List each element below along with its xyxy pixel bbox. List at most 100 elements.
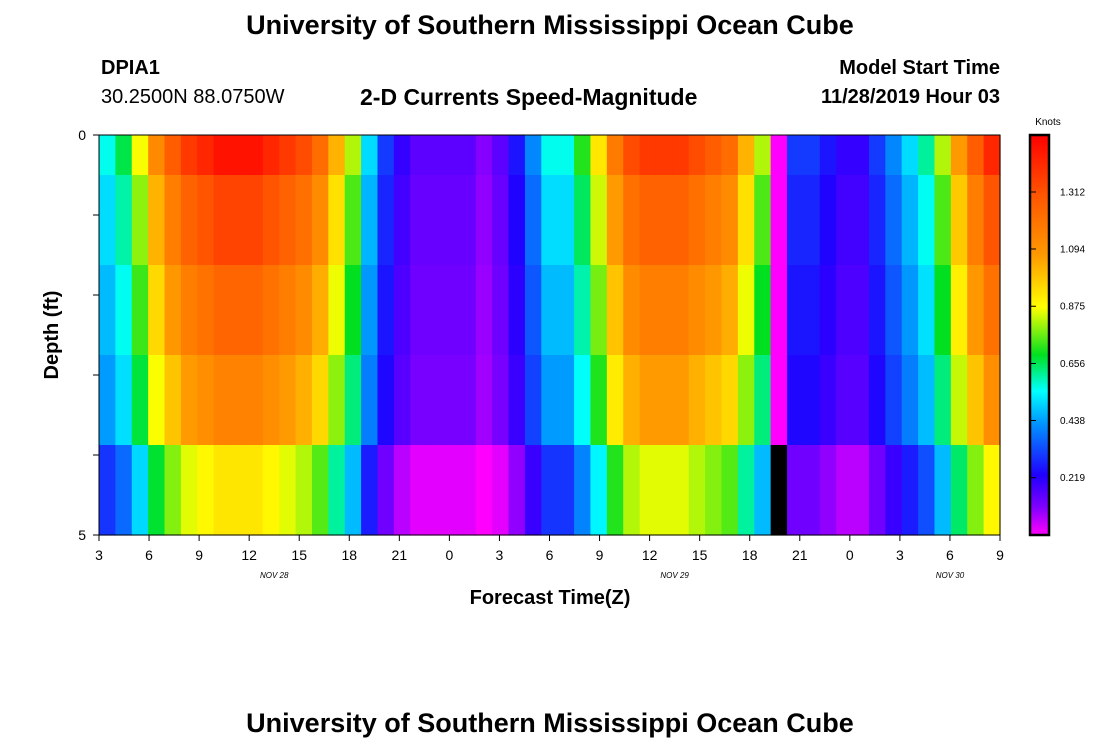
heatmap-cell [131, 175, 149, 266]
heatmap-cell [262, 135, 280, 176]
heatmap-cell [967, 265, 985, 356]
heatmap-cell [655, 175, 673, 266]
heatmap-cell [361, 265, 379, 356]
heatmap-cell [443, 355, 460, 446]
heatmap-cell [852, 355, 870, 446]
heatmap-cell [606, 445, 624, 536]
heatmap-cell [705, 175, 723, 266]
heatmap-cell [590, 265, 608, 356]
heatmap-cell [393, 175, 411, 266]
heatmap-cell [344, 175, 362, 266]
heatmap-cell [836, 135, 854, 176]
heatmap-cell [148, 135, 166, 176]
heatmap-cell [787, 445, 805, 536]
heatmap-cell [672, 355, 690, 446]
x-tick-label: 0 [846, 547, 854, 563]
heatmap-cell [918, 175, 936, 266]
heatmap-cell [918, 355, 936, 446]
heatmap-cell [655, 445, 673, 536]
heatmap-cell [852, 265, 870, 356]
heatmap-cell [574, 135, 592, 176]
heatmap-cell [918, 265, 936, 356]
heatmap-cell [639, 135, 657, 176]
x-tick-label: 21 [792, 547, 808, 563]
heatmap-cell [672, 175, 690, 266]
heatmap-cell [262, 355, 280, 446]
heatmap-cell [246, 135, 264, 176]
heatmap-cell [475, 135, 493, 176]
x-tick-label: 18 [742, 547, 758, 563]
heatmap-cell [475, 265, 493, 356]
heatmap-cell [705, 135, 723, 176]
heatmap-cell [623, 175, 641, 266]
heatmap-cell [721, 445, 739, 536]
heatmap-cell [737, 135, 755, 176]
heatmap-cell [918, 445, 936, 536]
heatmap-cell [934, 355, 952, 446]
heatmap-cell [508, 135, 526, 176]
heatmap-cell [754, 355, 772, 446]
heatmap-cell [492, 135, 510, 176]
heatmap-cell [279, 265, 297, 356]
heatmap-cell [983, 135, 1001, 176]
heatmap-cell [180, 135, 198, 176]
colorbar-tick-label: 1.312 [1060, 187, 1085, 198]
heatmap-cell [213, 135, 231, 176]
heatmap-cell [934, 135, 952, 176]
x-tick-label: 21 [392, 547, 408, 563]
heatmap-cell [557, 445, 575, 536]
heatmap-cell [787, 135, 805, 176]
heatmap-cell [524, 175, 542, 266]
heatmap-cell [164, 135, 182, 176]
heatmap-cell [623, 355, 641, 446]
heatmap-cell [688, 445, 706, 536]
x-axis-title: Forecast Time(Z) [470, 587, 631, 609]
heatmap-cell [492, 265, 510, 356]
heatmap-cell [606, 355, 624, 446]
heatmap-cell [787, 265, 805, 356]
x-tick-label: 12 [642, 547, 658, 563]
x-tick-label: 9 [996, 547, 1004, 563]
heatmap-cell [688, 355, 706, 446]
heatmap-cell [852, 135, 870, 176]
heatmap-cell [410, 265, 428, 356]
heatmap-cell [443, 265, 460, 356]
colorbar-tick-label: 0.219 [1060, 473, 1085, 484]
heatmap-cell [950, 265, 968, 356]
heatmap-cell [328, 355, 346, 446]
heatmap-cell [967, 355, 985, 446]
heatmap-cell [983, 445, 1001, 536]
heatmap-cell [393, 265, 411, 356]
heatmap-cell [492, 175, 510, 266]
heatmap-cell [328, 265, 346, 356]
station-id: DPIA1 [101, 57, 160, 79]
heatmap-cell [639, 175, 657, 266]
heatmap-cell [574, 175, 592, 266]
heatmap-cells [99, 135, 1001, 536]
heatmap-cell [541, 265, 559, 356]
heatmap-cell [115, 355, 133, 446]
heatmap-cell [836, 175, 854, 266]
heatmap-cell [770, 175, 788, 266]
heatmap-cell [213, 175, 231, 266]
y-axis: 05 [78, 127, 99, 543]
heatmap-cell [819, 135, 837, 176]
heatmap-cell [295, 265, 313, 356]
heatmap-cell [688, 135, 706, 176]
heatmap-cell [590, 445, 608, 536]
heatmap-cell [361, 135, 379, 176]
heatmap-cell [967, 135, 985, 176]
heatmap-cell [672, 135, 690, 176]
heatmap-cell [524, 445, 542, 536]
heatmap-cell [803, 175, 821, 266]
heatmap-cell [770, 265, 788, 356]
x-tick-label: 3 [95, 547, 103, 563]
heatmap-cell [99, 355, 116, 446]
heatmap-cell [787, 355, 805, 446]
heatmap-cell [377, 355, 395, 446]
heatmap-cell [639, 445, 657, 536]
heatmap-cell [148, 265, 166, 356]
heatmap-cell [377, 265, 395, 356]
heatmap-cell [410, 135, 428, 176]
heatmap-cell [508, 175, 526, 266]
